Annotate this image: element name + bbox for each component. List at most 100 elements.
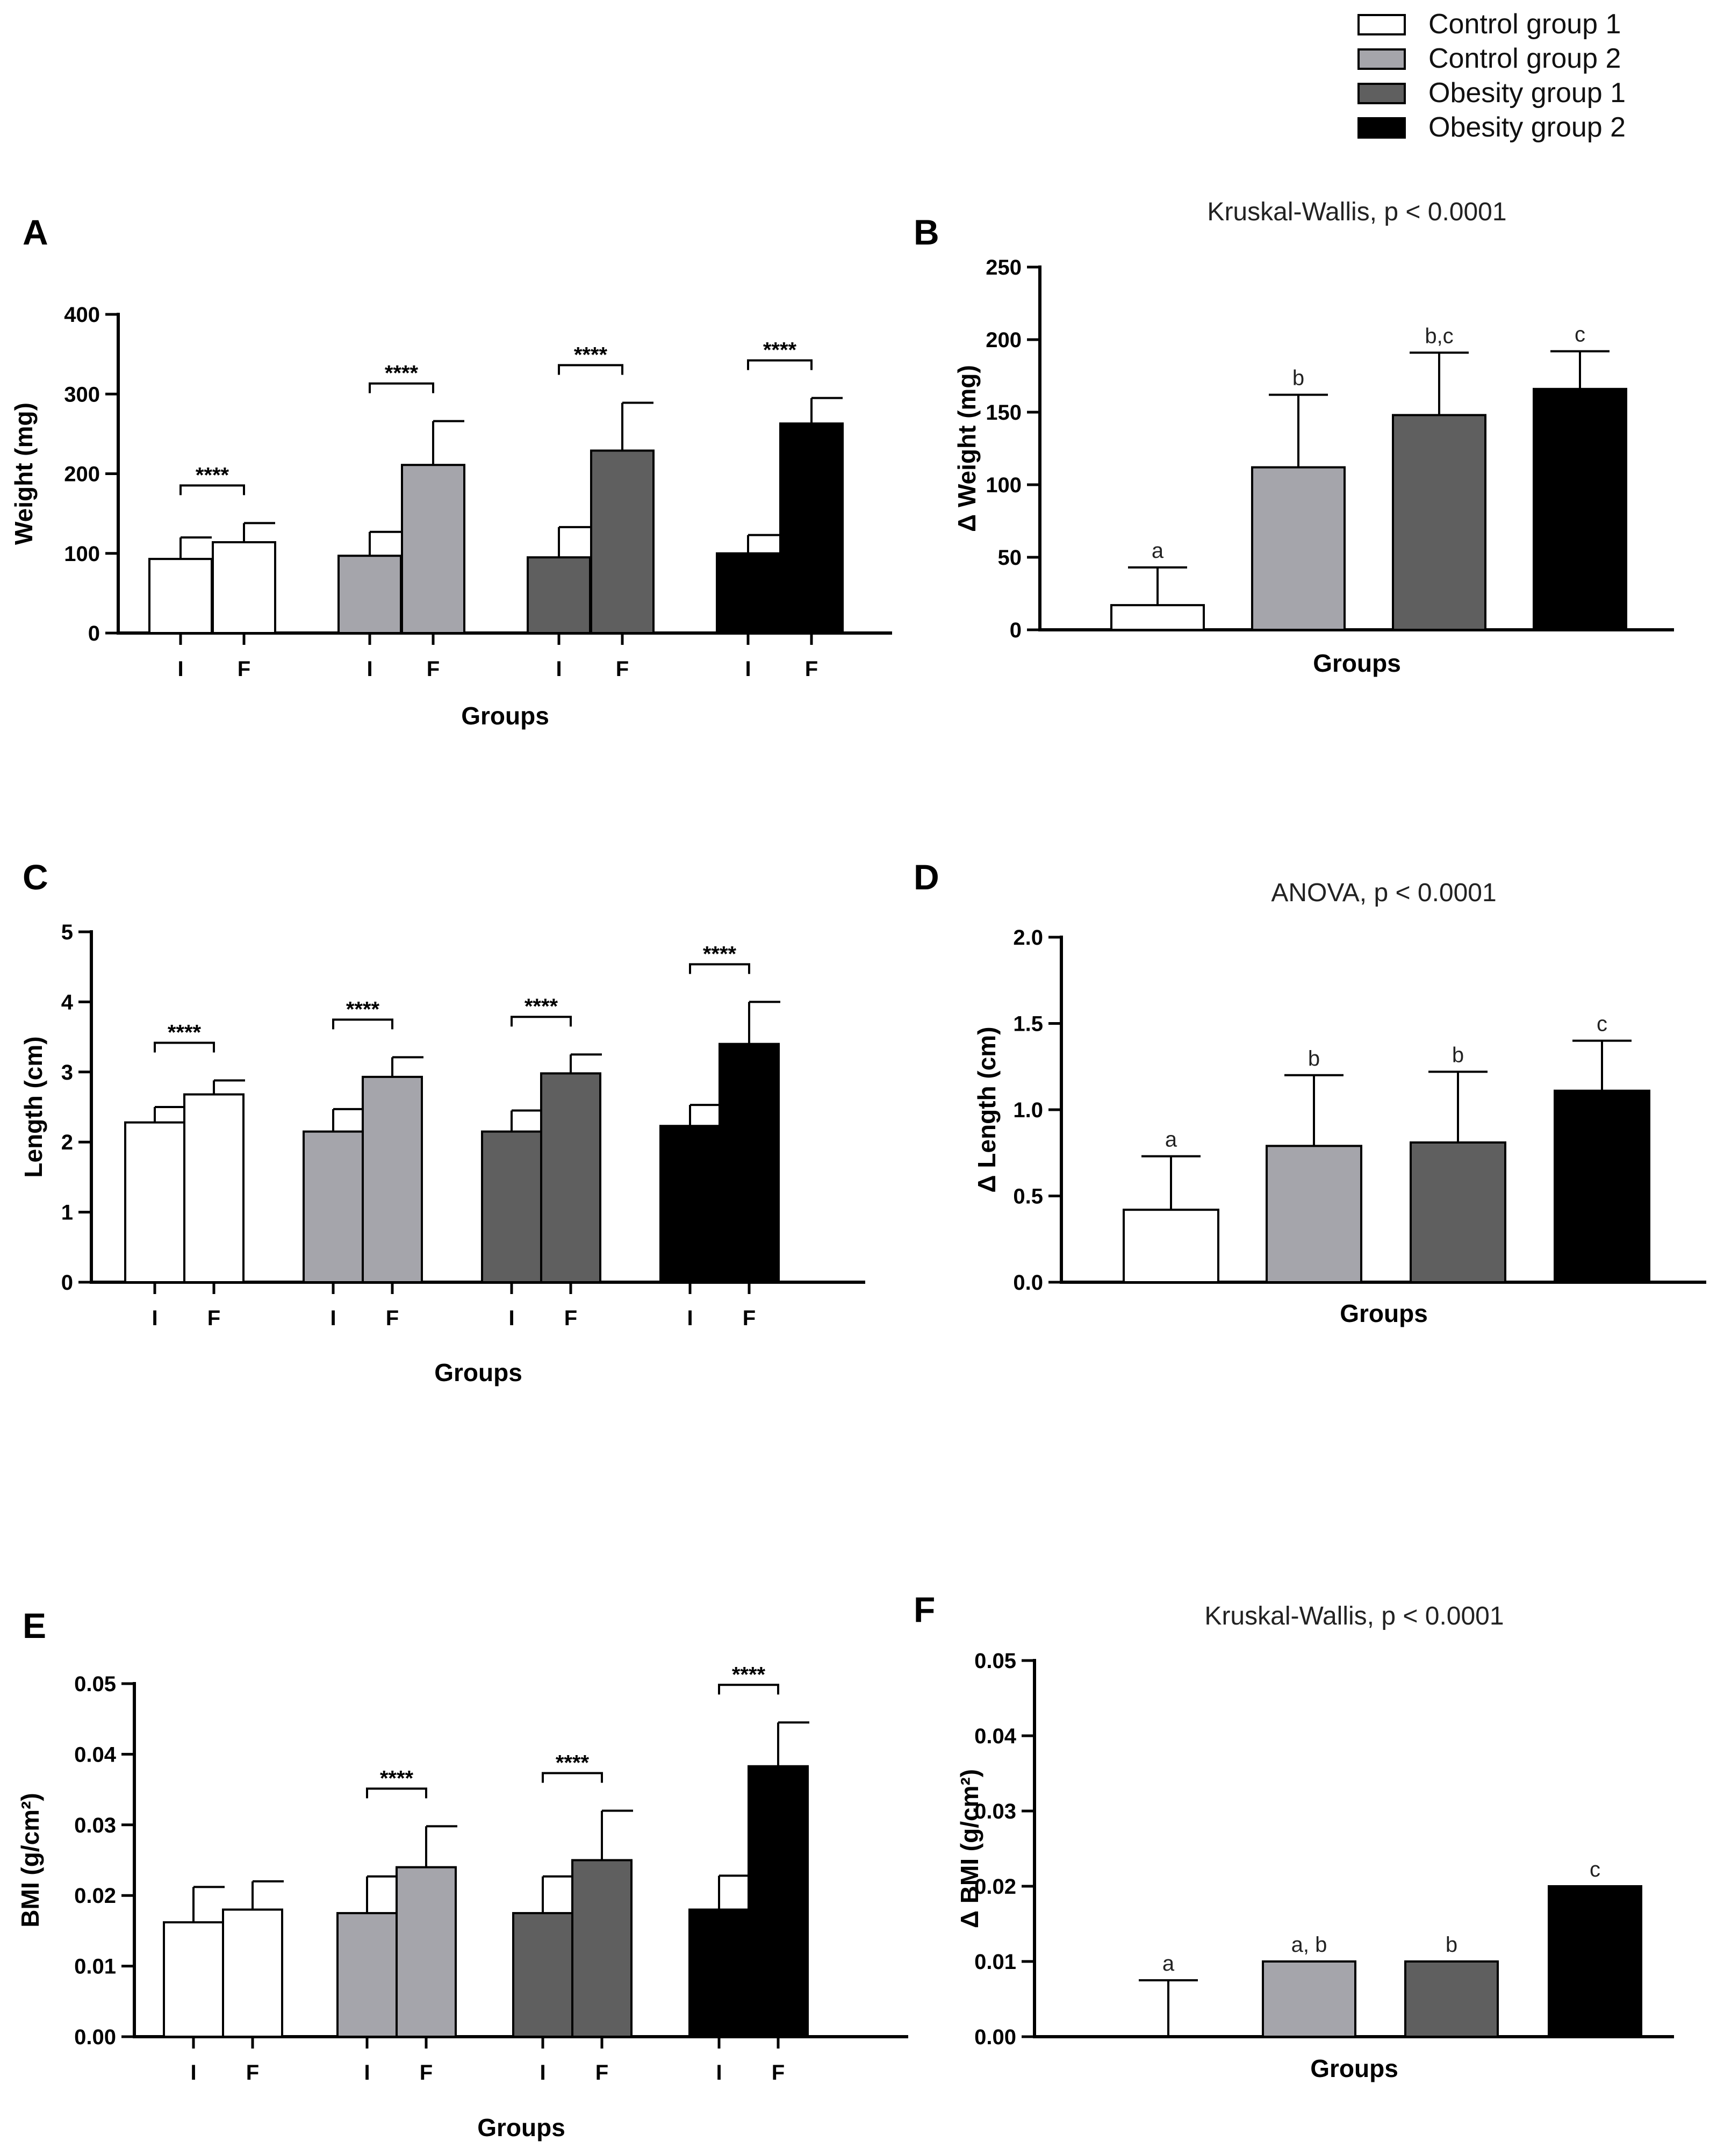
y-tick-label: 0.02 <box>74 1884 116 1908</box>
y-tick-label: 0.00 <box>74 2025 116 2049</box>
y-tick-label: 0.04 <box>74 1743 117 1766</box>
y-tick-label: 0.01 <box>74 1955 116 1979</box>
bar <box>1554 1089 1650 1283</box>
y-tick-label: 2 <box>61 1131 73 1154</box>
bar <box>540 1072 601 1283</box>
significance-stars: **** <box>732 1663 766 1686</box>
panel-c: C 0 1 2 3 4 5 Length (cm) Groups I F **** I F **** I F **… <box>19 857 865 1386</box>
bar <box>183 1093 245 1283</box>
y-tick-label: 0.02 <box>974 1875 1016 1899</box>
y-axis-title: Weight (mg) <box>10 403 38 545</box>
bar <box>779 422 844 634</box>
x-tick-label: F <box>616 657 629 681</box>
y-tick-label: 100 <box>986 473 1022 497</box>
significance-stars: **** <box>763 339 797 362</box>
significance-bracket <box>558 364 623 375</box>
legend-label: Obesity group 2 <box>1428 112 1626 143</box>
bar <box>401 464 465 634</box>
y-axis-title: BMI (g/cm²) <box>16 1793 44 1927</box>
bar <box>396 1866 457 2038</box>
x-tick-label: F <box>386 1306 399 1330</box>
x-axis-title: Groups <box>1313 649 1401 677</box>
significance-stars: **** <box>380 1766 414 1790</box>
significance-bracket <box>179 484 245 495</box>
panel-e: E 0.00 0.01 0.02 0.03 0.04 0.05 BMI (g/cm²) Grou… <box>16 1606 908 2141</box>
y-tick-label: 0 <box>61 1271 73 1295</box>
bar <box>1123 1209 1219 1283</box>
bar <box>148 558 213 634</box>
group-letter: a <box>1165 1128 1177 1152</box>
y-tick-label: 150 <box>986 401 1022 425</box>
x-tick-label: I <box>367 657 372 681</box>
bar <box>719 1043 780 1283</box>
y-tick-label: 250 <box>986 256 1022 279</box>
group-letter: a, b <box>1291 1933 1327 1957</box>
bar <box>1404 1960 1499 2038</box>
y-axis-title: Length (cm) <box>19 1036 47 1177</box>
bar <box>124 1121 185 1283</box>
y-tick-label: 0.5 <box>1013 1185 1043 1209</box>
legend-item: Obesity group 1 <box>1357 77 1626 109</box>
y-tick-label: 1.5 <box>1013 1012 1043 1036</box>
panel-letter: C <box>23 857 48 897</box>
x-tick-label: F <box>743 1306 756 1330</box>
y-tick-label: 300 <box>64 383 100 406</box>
bar <box>1262 1960 1356 2038</box>
group-letter: c <box>1590 1858 1600 1881</box>
y-tick-label: 0.03 <box>974 1800 1016 1823</box>
y-tick-label: 1 <box>61 1201 73 1225</box>
bar <box>1266 1145 1362 1283</box>
bar <box>481 1130 542 1283</box>
x-tick-label: F <box>246 2061 259 2085</box>
y-tick-label: 0.05 <box>74 1672 116 1696</box>
legend-label: Control group 1 <box>1428 9 1621 40</box>
x-tick-label: I <box>508 1306 514 1330</box>
x-tick-label: F <box>427 657 440 681</box>
x-tick-label: F <box>805 657 818 681</box>
x-tick-label: I <box>687 1306 693 1330</box>
y-tick-label: 0.04 <box>974 1724 1017 1748</box>
x-tick-label: I <box>330 1306 336 1330</box>
panel-letter: B <box>914 212 939 252</box>
y-tick-label: 4 <box>61 990 74 1014</box>
bar <box>1392 414 1486 631</box>
panel-f: F Kruskal-Wallis, p < 0.0001 0.00 0.01 0.02 0… <box>914 1590 1674 2082</box>
significance-bracket <box>718 1684 779 1695</box>
group-letter: b <box>1292 366 1304 390</box>
bar <box>1410 1141 1506 1283</box>
significance-stars: **** <box>346 997 380 1021</box>
group-letter: b <box>1452 1043 1464 1067</box>
significance-stars: **** <box>168 1020 202 1044</box>
panel-a: A 0 100 200 300 400 Weight (mg) Groups I F **** I F *… <box>10 212 892 730</box>
bar <box>337 555 402 635</box>
significance-bracket <box>369 382 434 393</box>
chart-title: Kruskal-Wallis, p < 0.0001 <box>1207 198 1506 226</box>
y-axis-title: Δ Length (cm) <box>973 1026 1001 1192</box>
panel-letter: D <box>914 857 939 897</box>
bar <box>748 1765 809 2038</box>
bar <box>222 1908 283 2038</box>
bar <box>362 1075 423 1283</box>
y-tick-label: 3 <box>61 1061 73 1084</box>
significance-stars: **** <box>556 1751 590 1775</box>
bar <box>571 1859 633 2038</box>
y-tick-label: 0.01 <box>974 1950 1016 1974</box>
group-letter: a <box>1162 1952 1175 1975</box>
y-tick-label: 0 <box>1010 619 1022 642</box>
bar <box>716 552 780 634</box>
y-tick-label: 0 <box>88 622 100 645</box>
group-letter: c <box>1597 1012 1607 1036</box>
x-tick-label: F <box>207 1306 220 1330</box>
bar <box>659 1125 721 1283</box>
panel-letter: F <box>914 1590 935 1629</box>
significance-bracket <box>366 1787 427 1799</box>
group-letter: b,c <box>1425 324 1453 348</box>
legend-item: Control group 1 <box>1357 9 1621 40</box>
y-tick-label: 0.03 <box>74 1814 116 1837</box>
bar <box>1548 1885 1642 2038</box>
y-tick-label: 100 <box>64 542 100 566</box>
x-axis-title: Groups <box>434 1359 522 1386</box>
